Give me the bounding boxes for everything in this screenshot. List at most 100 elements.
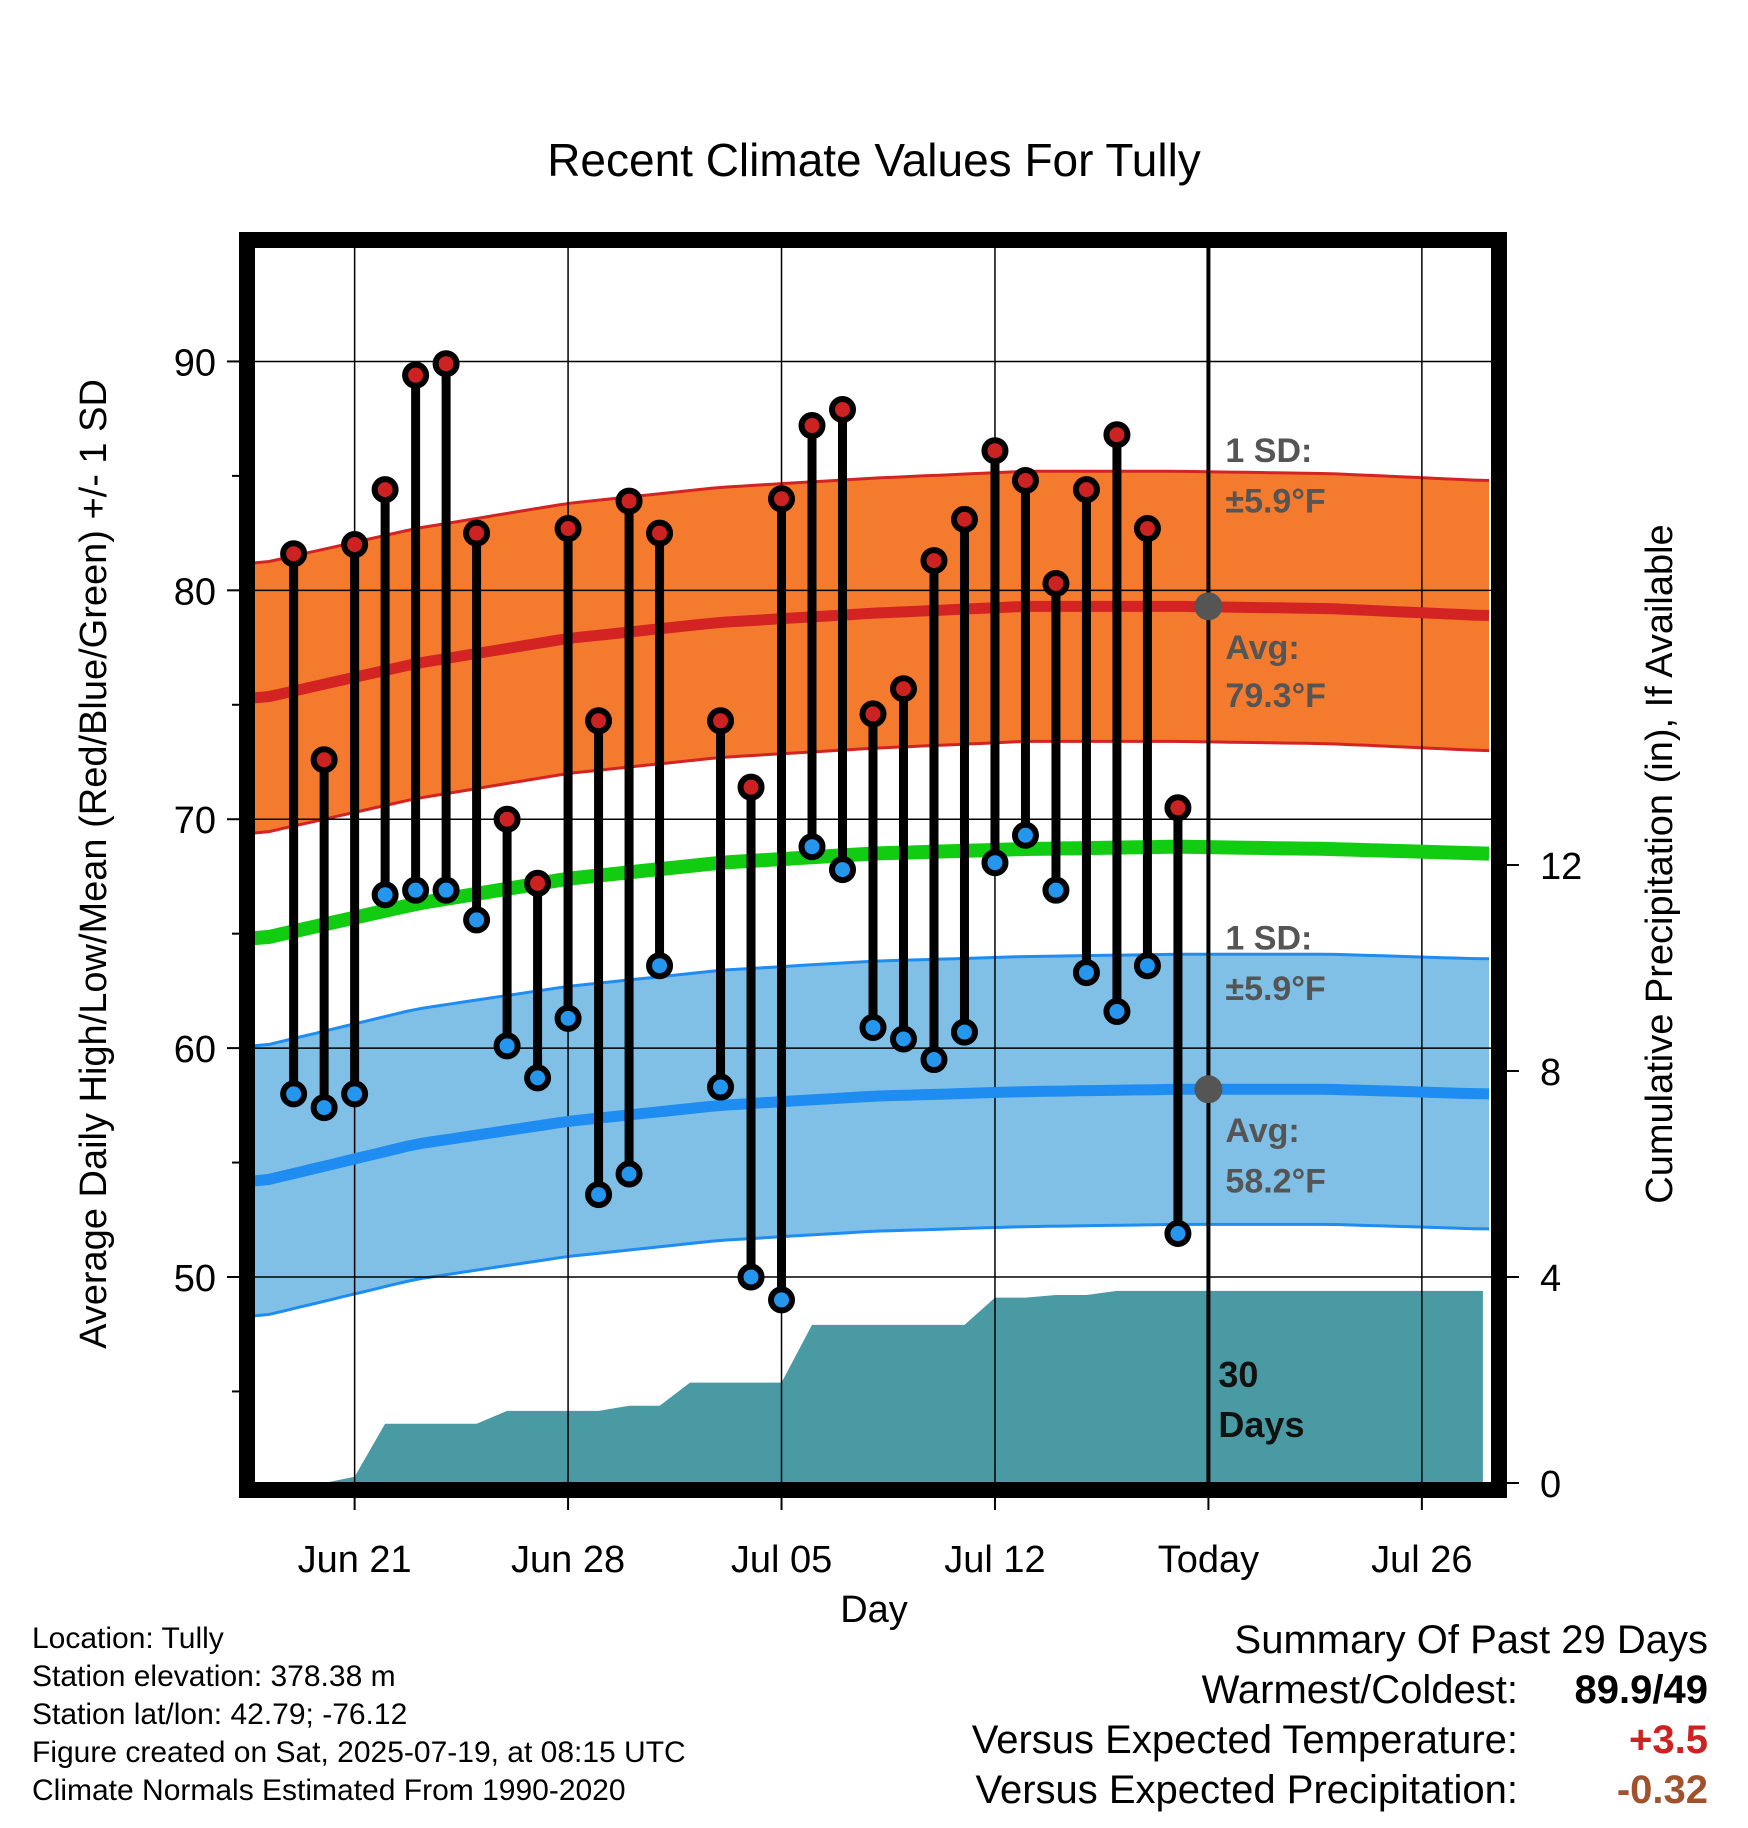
temp-label: Versus Expected Temperature: <box>971 1718 1518 1762</box>
daily-high-point <box>1042 569 1070 597</box>
daily-low-point <box>1133 952 1161 980</box>
elevation-text: Station elevation: 378.38 m <box>32 1660 396 1693</box>
x-tick-label: Jul 05 <box>731 1539 832 1581</box>
low-avg-value: 58.2°F <box>1225 1162 1326 1200</box>
daily-low-point <box>402 876 430 904</box>
low-sd-value: ±5.9°F <box>1225 970 1325 1008</box>
y-tick-label: 80 <box>174 571 216 613</box>
low-avg-label: Avg: <box>1225 1112 1299 1150</box>
daily-high-point <box>371 476 399 504</box>
y-tick-label: 70 <box>174 800 216 842</box>
daily-high-point <box>463 519 491 547</box>
created-text: Figure created on Sat, 2025-07-19, at 08… <box>32 1736 686 1769</box>
warmest-value: 89.9/49 <box>1574 1668 1708 1712</box>
high-sd-band <box>254 471 1489 833</box>
daily-high-point <box>646 519 674 547</box>
daily-high-point <box>707 707 735 735</box>
daily-high-point <box>1133 515 1161 543</box>
days-count-label: 30 <box>1218 1354 1258 1395</box>
temp-value: +3.5 <box>1629 1718 1708 1762</box>
station-info: Location: Tully Station elevation: 378.3… <box>32 1620 686 1810</box>
daily-low-point <box>707 1073 735 1101</box>
daily-low-point <box>432 876 460 904</box>
high-sd-upper-line <box>254 469 1490 565</box>
daily-high-point <box>950 505 978 533</box>
y-tick-label: 90 <box>174 342 216 384</box>
daily-low-point <box>341 1080 369 1108</box>
daily-high-point <box>585 707 613 735</box>
daily-low-point <box>1164 1220 1192 1248</box>
daily-low-point <box>615 1160 643 1188</box>
daily-high-point <box>859 700 887 728</box>
summary-warmest-row: Warmest/Coldest: 89.9/49 <box>972 1665 1708 1715</box>
chart-title: Recent Climate Values For Tully <box>547 134 1201 186</box>
daily-high-point <box>341 531 369 559</box>
daily-low-point <box>493 1032 521 1060</box>
days-label: Days <box>1218 1404 1304 1445</box>
daily-high-point <box>1011 466 1039 494</box>
daily-low-point <box>554 1004 582 1032</box>
daily-low-point <box>1042 876 1070 904</box>
daily-low-point <box>859 1014 887 1042</box>
high-avg-value: 79.3°F <box>1225 677 1326 715</box>
daily-low-point <box>829 856 857 884</box>
daily-high-point <box>981 437 1009 465</box>
daily-high-point <box>310 746 338 774</box>
y-axis-title: Average Daily High/Low/Mean (Red/Blue/Gr… <box>73 379 115 1349</box>
x-tick-label: Jul 26 <box>1371 1539 1472 1581</box>
high-sd-label: 1 SD: <box>1225 432 1312 470</box>
daily-low-point <box>585 1181 613 1209</box>
daily-low-point <box>1103 997 1131 1025</box>
daily-low-point <box>950 1018 978 1046</box>
daily-low-point <box>1072 959 1100 987</box>
daily-high-point <box>615 487 643 515</box>
daily-low-point <box>768 1286 796 1314</box>
daily-high-point <box>402 361 430 389</box>
daily-low-point <box>646 952 674 980</box>
precip-label: Versus Expected Precipitation: <box>975 1768 1518 1812</box>
summary-panel: Summary Of Past 29 Days Warmest/Coldest:… <box>972 1615 1708 1815</box>
normal-low-line <box>254 1083 1490 1187</box>
daily-low-point <box>524 1064 552 1092</box>
y2-tick-label: 8 <box>1540 1052 1561 1094</box>
daily-low-point <box>463 906 491 934</box>
summary-temp-row: Versus Expected Temperature: +3.5 <box>972 1715 1708 1765</box>
x-axis-title: Day <box>840 1589 908 1631</box>
daily-high-point <box>768 485 796 513</box>
daily-low-point <box>981 849 1009 877</box>
daily-high-point <box>524 869 552 897</box>
daily-high-point <box>737 773 765 801</box>
high-sd-value: ±5.9°F <box>1225 483 1325 521</box>
normals-text: Climate Normals Estimated From 1990-2020 <box>32 1774 626 1807</box>
daily-low-point <box>1011 821 1039 849</box>
low-sd-lower-line <box>254 1222 1490 1318</box>
y-tick-label: 60 <box>174 1029 216 1071</box>
daily-low-point <box>798 833 826 861</box>
daily-high-point <box>280 540 308 568</box>
y2-tick-label: 4 <box>1540 1258 1561 1300</box>
y2-axis-title: Cumulative Precipitation (in), If Availa… <box>1639 524 1681 1203</box>
y2-tick-label: 0 <box>1540 1464 1561 1506</box>
normal-high-line <box>254 600 1490 704</box>
x-tick-label: Jun 28 <box>511 1539 625 1581</box>
precip-value: -0.32 <box>1616 1768 1708 1812</box>
daily-high-point <box>493 805 521 833</box>
daily-low-point <box>889 1025 917 1053</box>
daily-high-point <box>554 515 582 543</box>
x-tick-label: Today <box>1158 1539 1259 1581</box>
y-tick-label: 50 <box>174 1258 216 1300</box>
daily-low-point <box>280 1080 308 1108</box>
daily-high-point <box>798 412 826 440</box>
x-tick-label: Jul 12 <box>944 1539 1045 1581</box>
daily-low-point <box>310 1094 338 1122</box>
today-avg-high-marker <box>1194 592 1223 621</box>
x-tick-label: Jun 21 <box>298 1539 412 1581</box>
daily-high-point <box>920 547 948 575</box>
plot-frame <box>239 232 1507 1498</box>
location-text: Location: Tully <box>32 1622 224 1655</box>
daily-high-point <box>829 396 857 424</box>
latlon-text: Station lat/lon: 42.79; -76.12 <box>32 1698 408 1731</box>
high-avg-label: Avg: <box>1225 629 1299 667</box>
precip-area <box>293 1290 1483 1483</box>
